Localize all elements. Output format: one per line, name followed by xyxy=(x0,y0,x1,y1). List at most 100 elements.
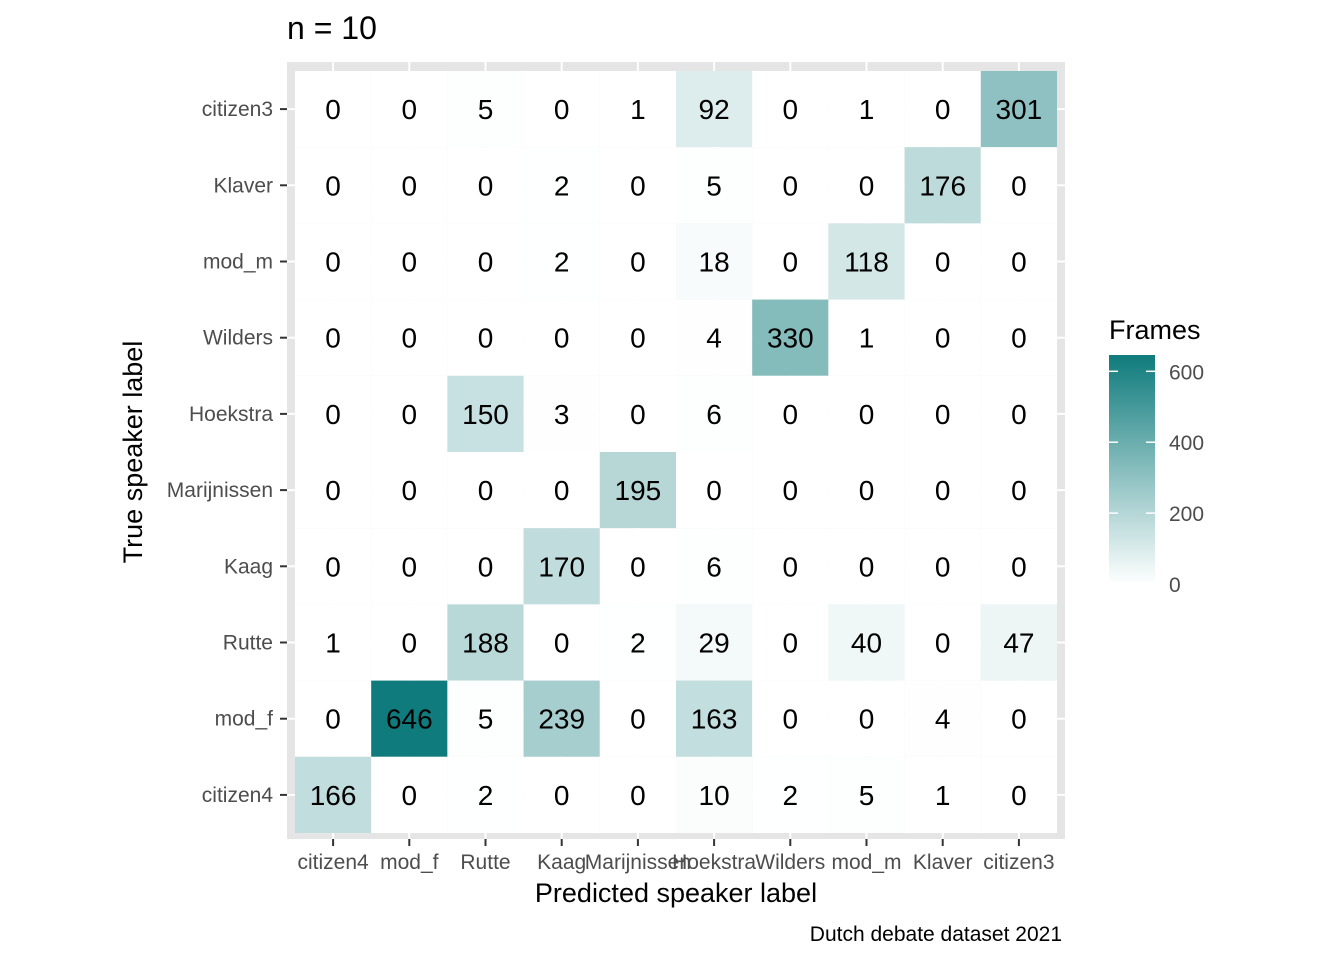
cell-value-label: 0 xyxy=(402,628,418,659)
heatmap-cell xyxy=(752,147,829,224)
cell-value-label: 0 xyxy=(630,551,646,582)
heatmap-cell xyxy=(371,756,448,833)
y-tick-label: citizen4 xyxy=(202,784,274,807)
heatmap-cell xyxy=(980,375,1057,452)
cell-value-label: 18 xyxy=(699,247,730,278)
legend-tick-label: 200 xyxy=(1169,503,1204,526)
cell-value-label: 2 xyxy=(554,247,570,278)
cell-value-label: 6 xyxy=(706,399,722,430)
heatmap-cell xyxy=(904,147,981,224)
cell-value-label: 2 xyxy=(783,780,799,811)
cell-value-label: 4 xyxy=(935,704,951,735)
cell-value-label: 0 xyxy=(630,247,646,278)
cell-value-label: 1 xyxy=(630,94,646,125)
cell-value-label: 92 xyxy=(699,94,730,125)
heatmap-cell xyxy=(295,299,372,376)
heatmap-cell xyxy=(676,604,753,681)
heatmap-cell xyxy=(828,375,905,452)
cell-value-label: 5 xyxy=(478,704,494,735)
heatmap-cell xyxy=(752,680,829,757)
heatmap-cell xyxy=(295,71,372,148)
heatmap-cell xyxy=(295,452,372,529)
x-tick-label: Hoekstra xyxy=(672,851,756,874)
cell-value-label: 0 xyxy=(325,170,341,201)
cell-value-label: 0 xyxy=(706,475,722,506)
cell-value-label: 0 xyxy=(554,94,570,125)
legend-tick-label: 400 xyxy=(1169,432,1204,455)
cell-value-label: 195 xyxy=(615,475,662,506)
cell-value-label: 0 xyxy=(859,704,875,735)
cell-value-label: 0 xyxy=(859,399,875,430)
cell-value-label: 0 xyxy=(402,94,418,125)
cell-value-label: 0 xyxy=(402,551,418,582)
heatmap-cell xyxy=(676,147,753,224)
cell-value-label: 29 xyxy=(699,628,730,659)
y-tick-label: mod_m xyxy=(203,251,273,274)
cell-value-label: 0 xyxy=(783,94,799,125)
heatmap-cell xyxy=(828,223,905,300)
cell-value-label: 0 xyxy=(554,475,570,506)
cell-value-label: 0 xyxy=(478,323,494,354)
cell-value-label: 0 xyxy=(630,323,646,354)
cell-value-label: 0 xyxy=(325,704,341,735)
heatmap-cell xyxy=(599,223,676,300)
cell-value-label: 0 xyxy=(935,247,951,278)
x-axis: citizen4 mod_f Rutte KaagMarijnissenHoekstr… xyxy=(297,839,1055,874)
cell-value-label: 0 xyxy=(478,170,494,201)
cell-value-label: 4 xyxy=(706,323,722,354)
cell-value-label: 0 xyxy=(325,399,341,430)
cell-value-label: 163 xyxy=(691,704,738,735)
heatmap-cell xyxy=(980,71,1057,148)
heatmap-cell xyxy=(599,299,676,376)
heatmap-cell xyxy=(447,452,524,529)
cell-value-label: 1 xyxy=(935,780,951,811)
cell-value-label: 0 xyxy=(783,628,799,659)
x-tick-label: citizen3 xyxy=(983,851,1054,874)
cell-value-label: 10 xyxy=(699,780,730,811)
cell-value-label: 0 xyxy=(325,247,341,278)
x-tick-label: mod_f xyxy=(380,851,439,874)
heatmap-cell xyxy=(295,680,372,757)
heatmap-cell xyxy=(523,756,600,833)
cell-value-label: 5 xyxy=(859,780,875,811)
cell-value-label: 5 xyxy=(478,94,494,125)
heatmap-cell xyxy=(447,299,524,376)
heatmap-cell xyxy=(599,756,676,833)
heatmap-cell xyxy=(904,223,981,300)
cell-value-label: 0 xyxy=(1011,323,1027,354)
legend-tick-label: 600 xyxy=(1169,361,1204,384)
heatmap-cell xyxy=(523,452,600,529)
cell-value-label: 2 xyxy=(478,780,494,811)
heatmap-cell xyxy=(447,223,524,300)
heatmap-cell xyxy=(295,756,372,833)
cell-value-label: 0 xyxy=(402,170,418,201)
cell-value-label: 0 xyxy=(783,170,799,201)
heatmap-cell xyxy=(523,223,600,300)
cell-value-label: 0 xyxy=(1011,247,1027,278)
heatmap-cell xyxy=(599,452,676,529)
heatmap-cell xyxy=(904,604,981,681)
cell-value-label: 170 xyxy=(538,551,585,582)
heatmap-cell xyxy=(295,604,372,681)
cell-value-label: 0 xyxy=(325,551,341,582)
cell-value-label: 0 xyxy=(402,323,418,354)
x-tick-label: Wilders xyxy=(755,851,825,874)
heatmap-cell xyxy=(523,680,600,757)
heatmap-cell xyxy=(371,680,448,757)
heatmap-cell xyxy=(676,680,753,757)
heatmap-cell xyxy=(828,756,905,833)
heatmap-cell xyxy=(980,223,1057,300)
heatmap-cell xyxy=(599,604,676,681)
cell-value-label: 0 xyxy=(859,551,875,582)
heatmap-cell xyxy=(980,528,1057,605)
cell-value-label: 5 xyxy=(706,170,722,201)
heatmap-cell xyxy=(523,147,600,224)
y-tick-label: Rutte xyxy=(223,632,273,655)
x-tick-label: Rutte xyxy=(460,851,510,874)
heatmap-cell xyxy=(371,71,448,148)
heatmap-cell xyxy=(904,680,981,757)
y-tick-label: Kaag xyxy=(224,555,273,578)
heatmap-cell xyxy=(752,299,829,376)
heatmap-cell xyxy=(980,452,1057,529)
